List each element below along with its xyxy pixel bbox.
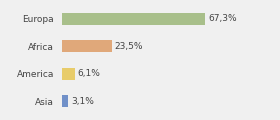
Text: 3,1%: 3,1% [71, 97, 94, 106]
Bar [62, 13, 205, 25]
Text: 67,3%: 67,3% [208, 14, 237, 23]
Bar [62, 95, 68, 107]
Bar [62, 68, 74, 80]
Bar [62, 40, 112, 52]
Text: 23,5%: 23,5% [115, 42, 143, 51]
Text: 6,1%: 6,1% [78, 69, 101, 78]
